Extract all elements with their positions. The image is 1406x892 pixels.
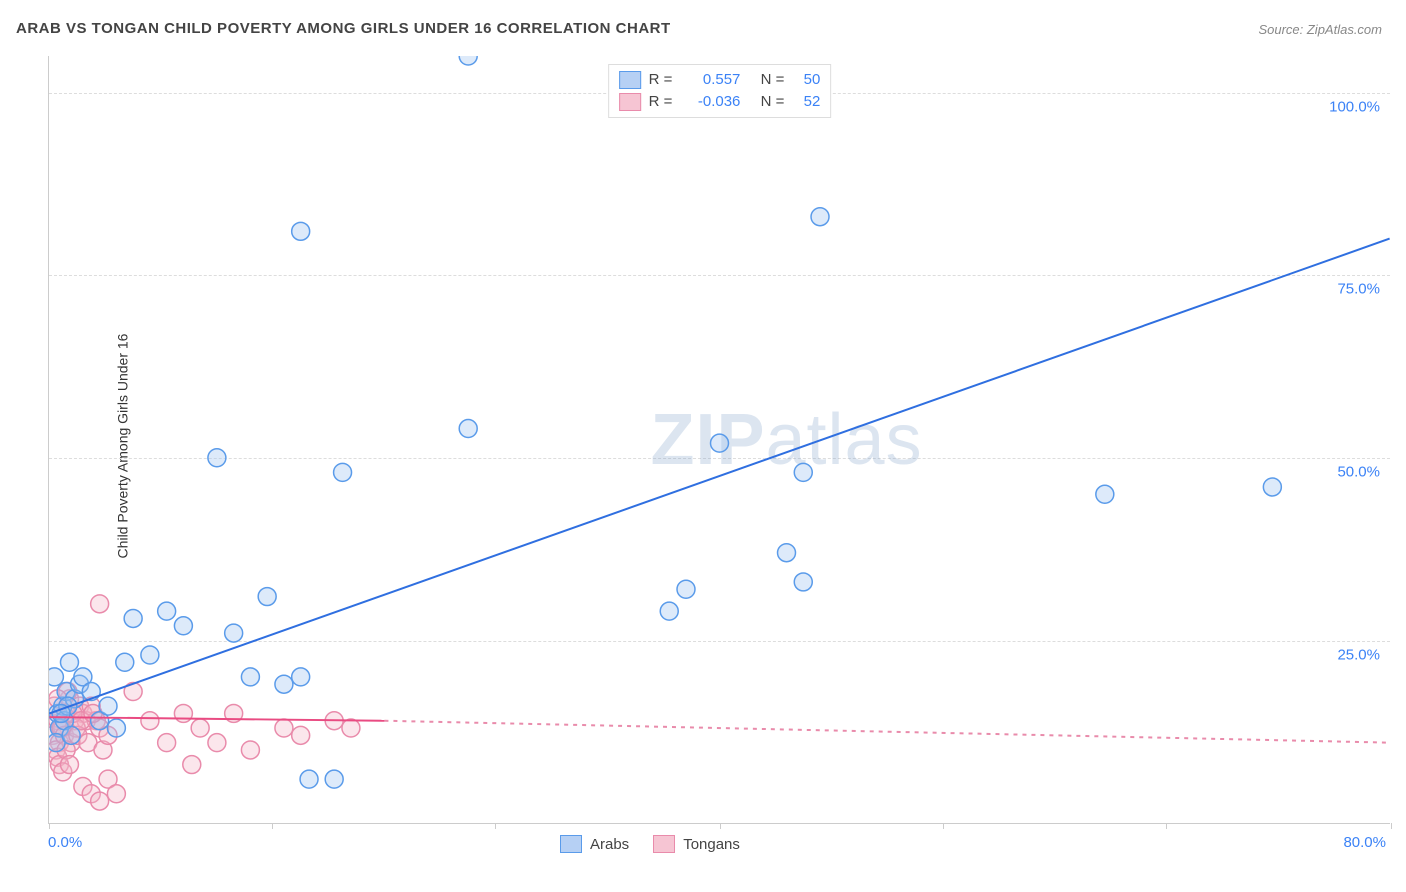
arab-point <box>292 668 310 686</box>
tongan-point <box>91 792 109 810</box>
arab-point <box>300 770 318 788</box>
tongans-label: Tongans <box>683 836 740 853</box>
arabs-label: Arabs <box>590 836 629 853</box>
arab-point <box>60 653 78 671</box>
x-tick-mark <box>495 823 496 829</box>
tongan-point <box>292 726 310 744</box>
arab-point <box>677 580 695 598</box>
n-label: N = <box>761 91 785 113</box>
arab-point <box>124 609 142 627</box>
arab-point <box>811 208 829 226</box>
arab-trendline <box>49 239 1389 714</box>
r-label: R = <box>649 69 673 91</box>
arab-point <box>116 653 134 671</box>
series-legend: Arabs Tongans <box>560 835 740 853</box>
tongan-trendline-extrap <box>384 721 1389 743</box>
arab-point <box>208 449 226 467</box>
arabs-swatch-icon <box>619 71 641 89</box>
arab-point <box>141 646 159 664</box>
arab-point <box>292 222 310 240</box>
x-tick-mark <box>720 823 721 829</box>
arab-point <box>794 573 812 591</box>
r-label: R = <box>649 91 673 113</box>
arab-point <box>778 544 796 562</box>
arabs-r-value: 0.557 <box>680 69 740 91</box>
chart-area: 25.0%50.0%75.0%100.0% ZIPatlas R = 0.557… <box>48 56 1390 824</box>
tongan-point <box>241 741 259 759</box>
n-label: N = <box>761 69 785 91</box>
arab-point <box>174 617 192 635</box>
tongan-point <box>208 734 226 752</box>
arab-point <box>241 668 259 686</box>
arab-point <box>325 770 343 788</box>
arab-point <box>49 668 63 686</box>
x-tick-min: 0.0% <box>48 834 82 851</box>
chart-title: ARAB VS TONGAN CHILD POVERTY AMONG GIRLS… <box>16 20 671 37</box>
source-name: ZipAtlas.com <box>1307 22 1382 37</box>
arab-point <box>459 56 477 65</box>
tongan-point <box>141 712 159 730</box>
source-attribution: Source: ZipAtlas.com <box>1258 22 1382 37</box>
tongan-point <box>158 734 176 752</box>
legend-item-arabs: Arabs <box>560 835 629 853</box>
tongan-point <box>191 719 209 737</box>
x-tick-mark <box>943 823 944 829</box>
correlation-legend: R = 0.557 N = 50 R = -0.036 N = 52 <box>608 64 832 118</box>
scatter-plot <box>49 56 1390 823</box>
arab-point <box>225 624 243 642</box>
arab-point <box>275 675 293 693</box>
tongan-point <box>91 595 109 613</box>
arab-point <box>107 719 125 737</box>
arab-point <box>1263 478 1281 496</box>
x-tick-max: 80.0% <box>1343 834 1386 851</box>
arab-point <box>660 602 678 620</box>
arab-point <box>459 420 477 438</box>
arabs-swatch-icon <box>560 835 582 853</box>
x-tick-mark <box>272 823 273 829</box>
arab-point <box>1096 485 1114 503</box>
x-tick-mark <box>1391 823 1392 829</box>
legend-item-tongans: Tongans <box>653 835 740 853</box>
tongans-n-value: 52 <box>792 91 820 113</box>
arab-point <box>158 602 176 620</box>
tongans-swatch-icon <box>653 835 675 853</box>
arab-point <box>794 463 812 481</box>
x-tick-mark <box>1166 823 1167 829</box>
arab-point <box>62 726 80 744</box>
legend-row-arabs: R = 0.557 N = 50 <box>619 69 821 91</box>
source-label: Source: <box>1258 22 1306 37</box>
legend-row-tongans: R = -0.036 N = 52 <box>619 91 821 113</box>
tongan-point <box>60 756 78 774</box>
tongan-point <box>342 719 360 737</box>
arab-point <box>99 697 117 715</box>
arabs-n-value: 50 <box>792 69 820 91</box>
tongans-swatch-icon <box>619 93 641 111</box>
x-tick-mark <box>49 823 50 829</box>
tongans-r-value: -0.036 <box>680 91 740 113</box>
tongan-point <box>183 756 201 774</box>
tongan-point <box>107 785 125 803</box>
arab-point <box>711 434 729 452</box>
arab-point <box>258 588 276 606</box>
arab-point <box>334 463 352 481</box>
tongan-point <box>174 704 192 722</box>
tongan-point <box>275 719 293 737</box>
